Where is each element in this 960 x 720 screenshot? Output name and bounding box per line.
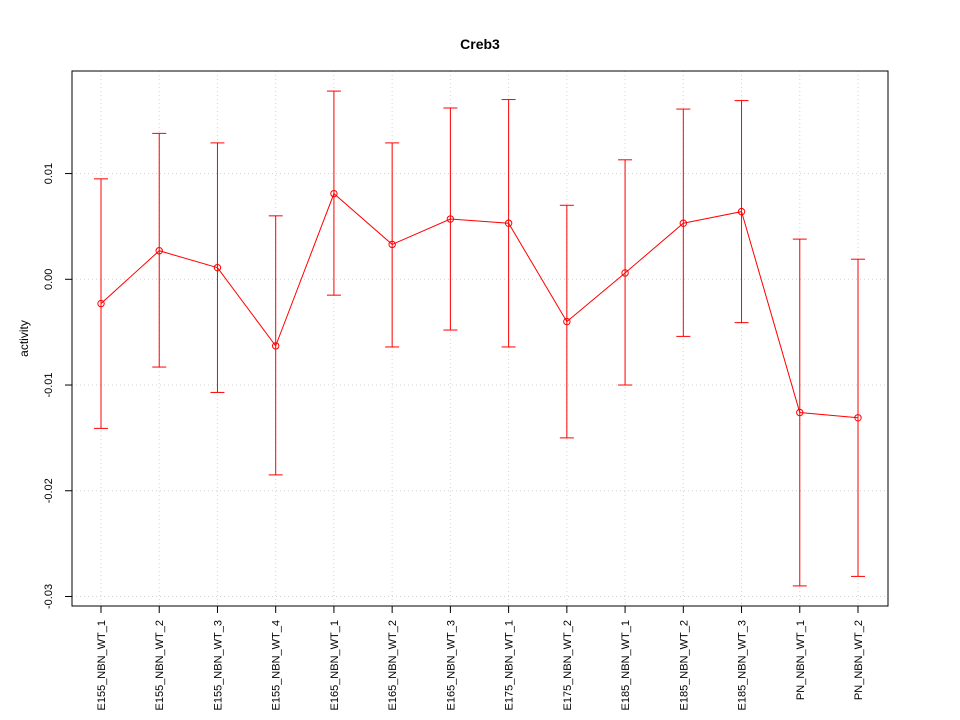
x-tick-label: PN_NBN_WT_2 (853, 620, 865, 700)
y-tick-label: 0.00 (43, 269, 55, 290)
y-axis-label: activity (17, 320, 31, 357)
error-bars (94, 90, 865, 587)
data-point (563, 317, 571, 326)
data-point (388, 240, 396, 249)
x-tick-label: E175_NBN_WT_2 (562, 620, 574, 711)
x-tick-label: PN_NBN_WT_1 (795, 620, 807, 700)
series-line (100, 192, 859, 419)
y-tick-label: -0.03 (43, 584, 55, 609)
data-point (330, 189, 338, 198)
data-point (621, 269, 629, 277)
data-points (97, 189, 862, 422)
y-axis: -0.03 -0.02 -0.01 0.00 0.01 (43, 163, 73, 609)
plot-frame (71, 70, 889, 607)
data-point (155, 247, 163, 255)
grid (72, 71, 888, 606)
data-point (271, 342, 280, 350)
data-point (504, 219, 513, 227)
x-tick-label: E155_NBN_WT_3 (212, 620, 224, 711)
x-tick-label: E185_NBN_WT_3 (737, 620, 749, 711)
data-point (97, 299, 105, 308)
y-tick-label: -0.02 (43, 478, 55, 503)
x-tick-label: E155_NBN_WT_1 (96, 620, 108, 711)
chart-title: Creb3 (460, 36, 500, 52)
y-tick-label: -0.01 (43, 372, 55, 397)
x-axis: E155_NBN_WT_1 E155_NBN_WT_2 E155_NBN_WT_3 E… (96, 605, 865, 711)
data-point (796, 408, 804, 417)
data-point (737, 207, 746, 216)
x-tick-label: E165_NBN_WT_3 (445, 620, 457, 711)
data-point (446, 215, 455, 223)
x-tick-label: E165_NBN_WT_2 (387, 620, 399, 711)
series-line-layer (100, 192, 859, 419)
x-tick-label: E185_NBN_WT_1 (620, 620, 632, 711)
x-tick-label: E185_NBN_WT_2 (678, 620, 690, 711)
x-tick-label: E175_NBN_WT_1 (504, 620, 516, 711)
data-point (213, 263, 222, 272)
data-point (854, 414, 862, 422)
x-tick-label: E155_NBN_WT_4 (271, 620, 283, 711)
x-tick-label: E155_NBN_WT_2 (154, 620, 166, 711)
x-tick-label: E165_NBN_WT_1 (329, 620, 341, 711)
y-tick-label: 0.01 (43, 163, 55, 184)
data-point (679, 219, 688, 227)
